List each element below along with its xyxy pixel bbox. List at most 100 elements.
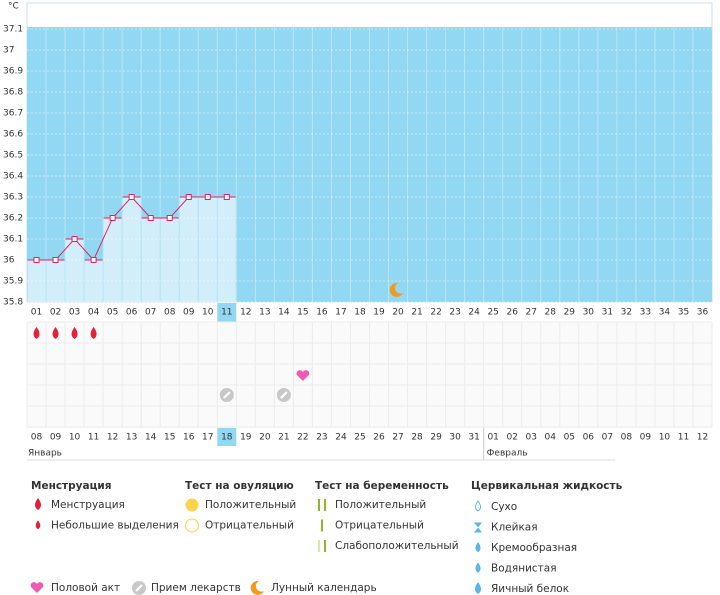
y-tick-label: 36.4: [3, 172, 23, 182]
temp-bar: [27, 260, 46, 302]
legend-item: Слабоположительный: [335, 540, 459, 552]
date-label: 11: [678, 433, 689, 443]
legend-item: Лунный календарь: [271, 582, 377, 594]
date-label: 28: [411, 433, 423, 443]
legend-icon: [318, 540, 320, 552]
x-tick-label: 21: [411, 308, 422, 318]
date-label: 08: [31, 433, 43, 443]
date-label: 16: [183, 433, 195, 443]
selected-date: [217, 428, 237, 446]
date-label: 10: [69, 433, 81, 443]
temp-point: [90, 257, 97, 263]
y-tick-label: 36.6: [3, 130, 23, 140]
x-tick-label: 32: [621, 308, 632, 318]
legend-icon: [475, 500, 481, 512]
x-tick-label: 16: [316, 308, 328, 318]
legend-item: Положительный: [335, 499, 426, 511]
temp-bar: [65, 239, 84, 302]
legend-icon: [324, 499, 326, 511]
date-label: 13: [126, 433, 137, 443]
x-tick-label: 11: [221, 308, 232, 318]
legend-icon: [475, 542, 481, 553]
x-tick-label: 35: [678, 308, 689, 318]
heart-icon: [296, 370, 310, 381]
y-tick-label: 36.5: [3, 151, 23, 161]
legend-item: Отрицательный: [335, 520, 424, 532]
x-tick-label: 14: [278, 308, 290, 318]
date-label: 10: [659, 433, 671, 443]
temp-bar: [122, 197, 141, 302]
date-label: 25: [354, 433, 365, 443]
menstruation-icon: [52, 327, 59, 339]
x-tick-label: 28: [545, 308, 557, 318]
date-label: 04: [545, 433, 557, 443]
legend-item: Прием лекарств: [151, 582, 241, 594]
temp-bar: [179, 197, 198, 302]
temp-point: [185, 194, 192, 200]
moon-icon: [250, 580, 264, 595]
temp-point: [166, 215, 173, 221]
menstruation-icon: [33, 327, 40, 339]
legend-title: Тест на овуляцию: [185, 480, 294, 492]
y-tick-label: 36.3: [3, 193, 23, 203]
moon-icon: [389, 282, 404, 297]
date-label: 01: [487, 433, 498, 443]
plot-background: [27, 27, 712, 302]
x-tick-label: 25: [487, 308, 498, 318]
pill-slash: [223, 391, 231, 399]
date-label: 23: [316, 433, 327, 443]
month-label: Февраль: [487, 449, 528, 459]
date-label: 12: [697, 433, 708, 443]
x-tick-label: 08: [164, 308, 176, 318]
date-label: 20: [259, 433, 271, 443]
date-label: 26: [373, 433, 385, 443]
pill-slash: [135, 584, 143, 592]
x-tick-label: 27: [526, 308, 537, 318]
x-tick-label: 34: [659, 308, 671, 318]
date-label: 18: [221, 433, 233, 443]
legend-icon: [474, 522, 482, 533]
x-tick-label: 13: [259, 308, 270, 318]
pill-slash: [280, 391, 288, 399]
legend-item: Положительный: [205, 499, 296, 511]
temp-bar: [46, 260, 65, 302]
x-tick-label: 29: [564, 308, 576, 318]
temp-point: [71, 236, 78, 242]
legend-icon: [35, 498, 41, 510]
date-label: 21: [278, 433, 289, 443]
temp-point: [52, 257, 59, 263]
x-tick-label: 22: [430, 308, 441, 318]
x-tick-label: 12: [240, 308, 251, 318]
x-tick-label: 31: [602, 308, 613, 318]
temp-point: [147, 215, 154, 221]
temp-point: [109, 215, 116, 221]
date-label: 09: [640, 433, 652, 443]
y-tick-label: 35.8: [3, 298, 23, 308]
temp-bar: [103, 218, 122, 302]
temp-point: [223, 194, 230, 200]
temp-point: [204, 194, 211, 200]
x-tick-label: 18: [354, 308, 366, 318]
x-tick-label: 01: [31, 308, 42, 318]
legend-icon: [185, 498, 199, 512]
temp-point: [128, 194, 135, 200]
x-tick-label: 26: [506, 308, 518, 318]
temp-bar: [198, 197, 217, 302]
legend-item: Водянистая: [491, 563, 557, 575]
date-label: 05: [564, 433, 575, 443]
legend-item: Сухо: [491, 501, 517, 513]
temp-bar: [141, 218, 160, 302]
temp-bar: [160, 218, 179, 302]
legend-icon: [321, 519, 323, 532]
date-label: 11: [88, 433, 99, 443]
x-tick-label: 09: [183, 308, 195, 318]
legend-icon: [35, 520, 41, 530]
x-tick-label: 36: [697, 308, 709, 318]
legend-icon: [185, 518, 199, 533]
temp-bar: [217, 197, 236, 302]
y-tick-label: 37: [3, 46, 14, 56]
y-tick-label: 36.1: [3, 235, 23, 245]
x-tick-label: 33: [640, 308, 651, 318]
x-tick-label: 03: [69, 308, 80, 318]
x-tick-label: 23: [449, 308, 460, 318]
